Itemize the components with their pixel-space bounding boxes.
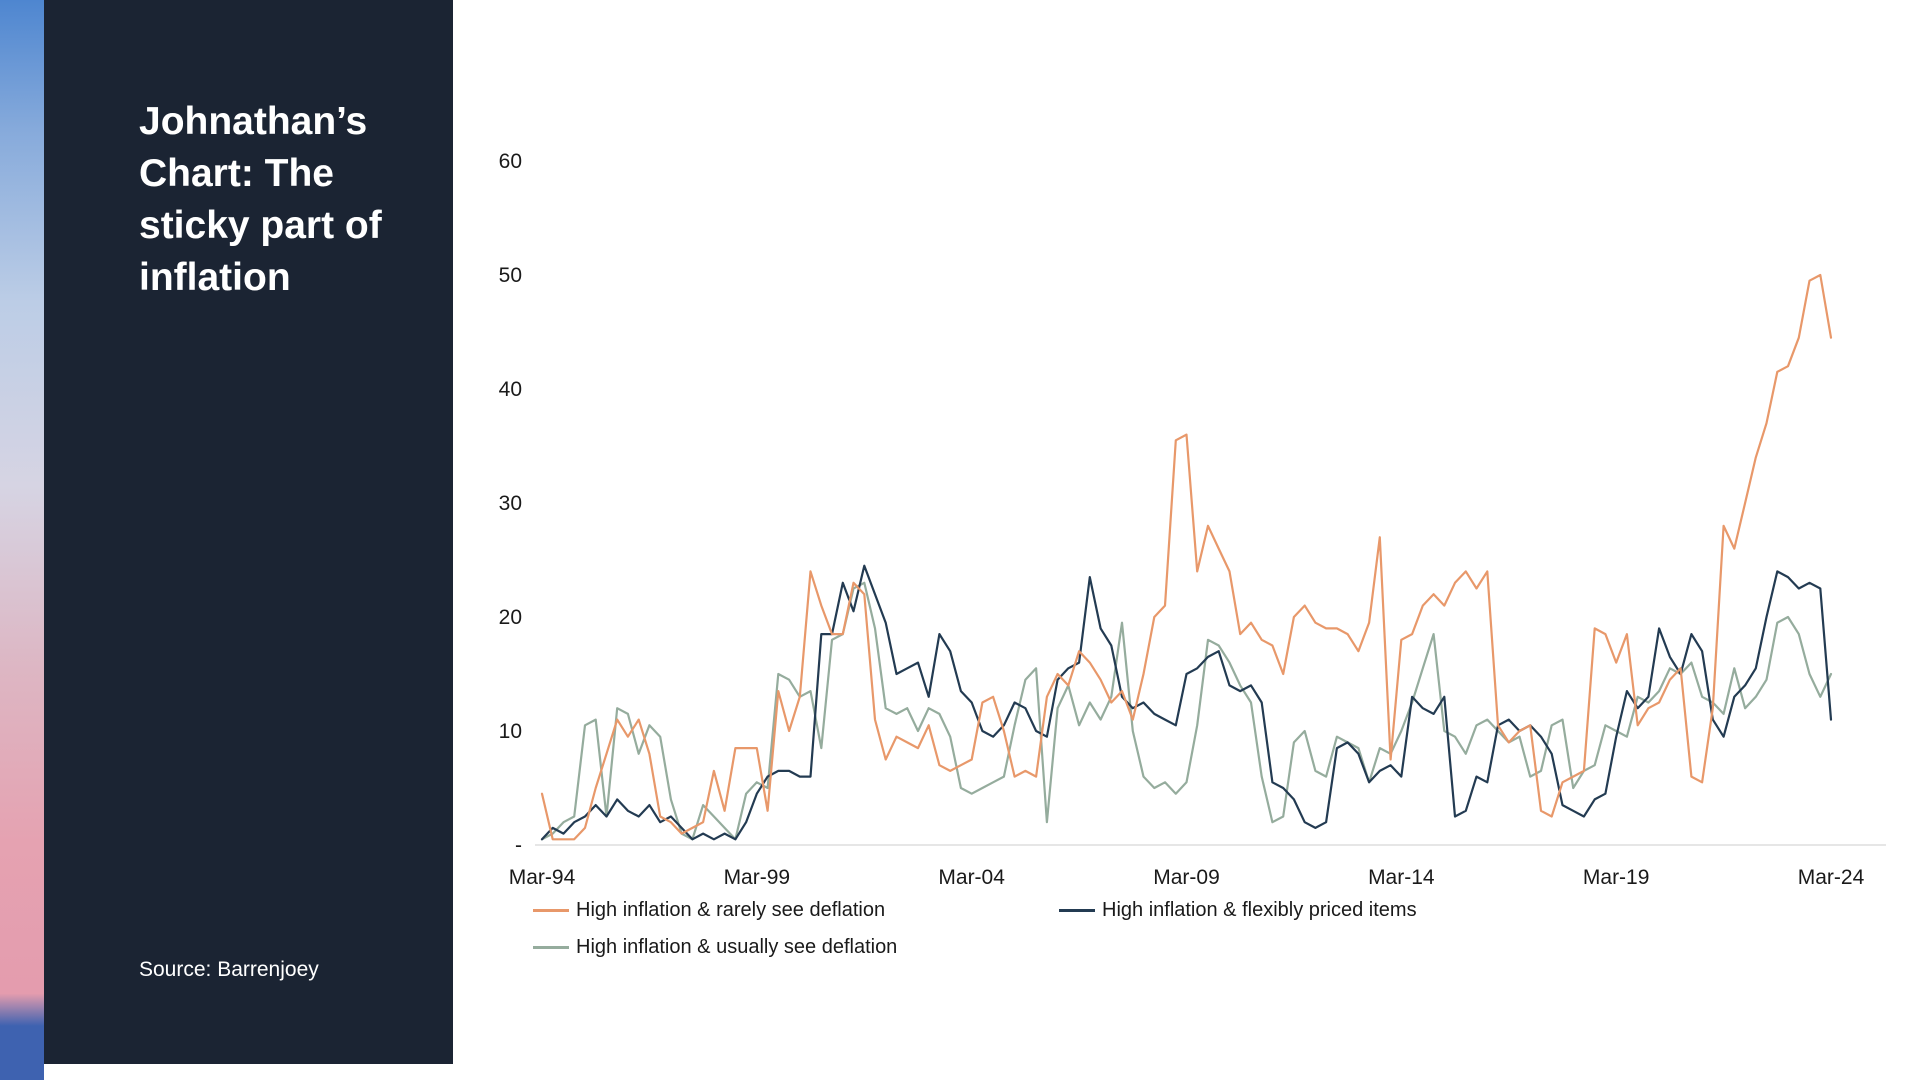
legend-line-swatch-green: [533, 946, 569, 949]
legend-item-usually-deflation: High inflation & usually see deflation: [533, 936, 897, 959]
page-title: Johnathan’s Chart: The sticky part of in…: [139, 100, 382, 299]
legend-line-swatch-orange: [533, 909, 569, 912]
legend-item-rarely-deflation: High inflation & rarely see deflation: [533, 899, 885, 922]
legend-label: High inflation & rarely see deflation: [576, 899, 886, 921]
legend-label: High inflation & usually see deflation: [576, 936, 898, 958]
decorative-gradient-bar: [0, 0, 44, 1080]
sidebar-panel: Johnathan’s Chart: The sticky part of in…: [44, 0, 453, 1064]
chart-legend: High inflation & rarely see deflation Hi…: [533, 899, 1633, 979]
legend-label: High inflation & flexibly priced items: [1102, 899, 1417, 921]
legend-line-swatch-navy: [1059, 909, 1095, 912]
source-label: Source: Barrenjoey: [139, 958, 319, 981]
legend-item-flexibly-priced: High inflation & flexibly priced items: [1059, 899, 1417, 922]
